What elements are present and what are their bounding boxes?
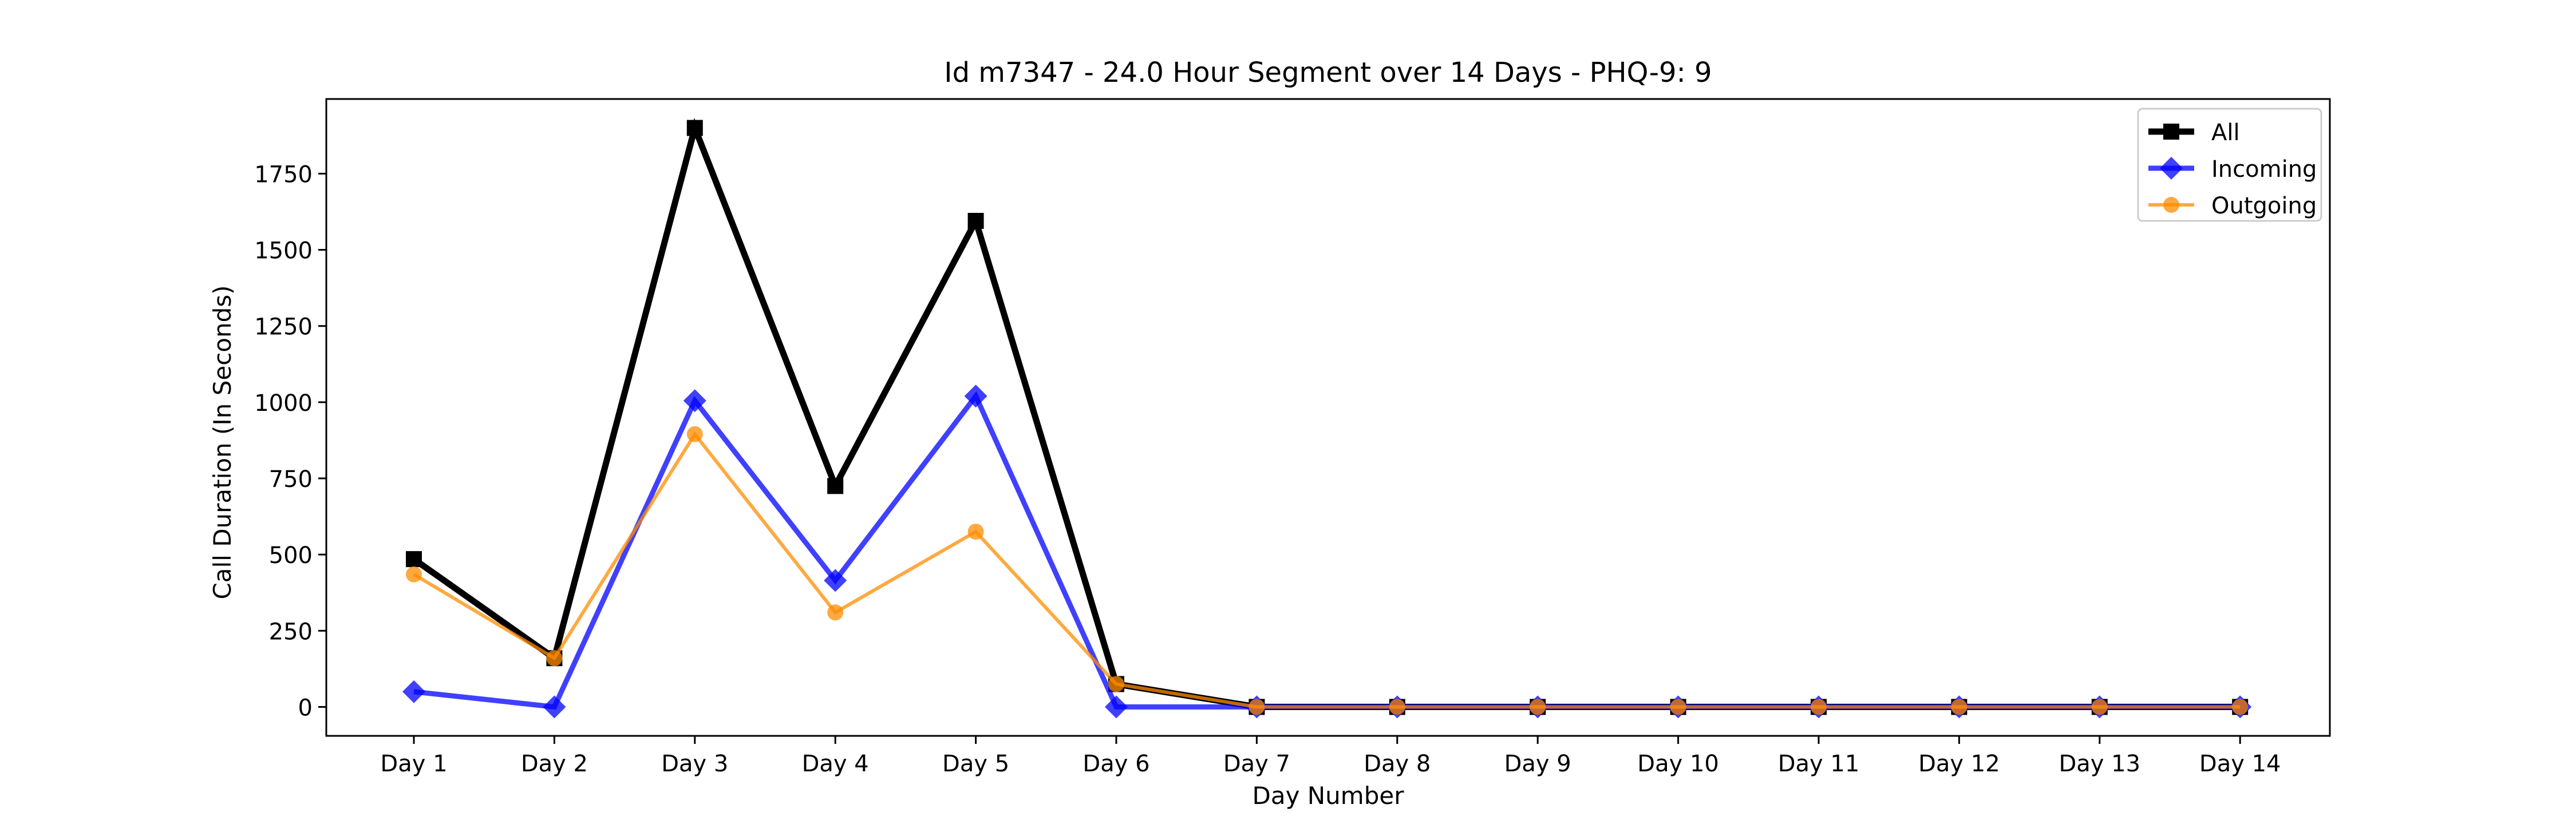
legend-box xyxy=(2137,108,2322,222)
data-point-incoming xyxy=(1105,695,1128,719)
data-point-incoming xyxy=(683,389,706,413)
axis-ticks: 0 250 500 750 1000 1250 1500 1750 Day 1 Day 2 Day … xyxy=(254,161,2281,777)
x-tick-label: Day 11 xyxy=(1778,751,1860,777)
series-layer xyxy=(402,117,2252,719)
plot-area-frame xyxy=(325,98,2331,737)
data-point-outgoing xyxy=(546,650,563,667)
y-axis-label: Call Duration (In Seconds) xyxy=(208,285,236,599)
y-tick-label: 500 xyxy=(269,542,313,569)
legend-marker-incoming xyxy=(2160,157,2183,180)
y-tick-label: 750 xyxy=(269,466,313,493)
legend-entry-incoming: Incoming xyxy=(2148,156,2317,183)
data-point-outgoing xyxy=(2232,699,2249,715)
y-tick-label: 1500 xyxy=(254,238,313,264)
x-tick-label: Day 4 xyxy=(802,751,869,777)
x-tick-label: Day 13 xyxy=(2059,751,2140,777)
y-tick-label: 1750 xyxy=(254,161,313,188)
data-point-outgoing xyxy=(827,604,844,621)
legend-label-all: All xyxy=(2211,120,2240,146)
x-tick-label: Day 2 xyxy=(521,751,588,777)
legend-entry-all: All xyxy=(2148,120,2240,146)
x-tick-label: Day 7 xyxy=(1223,751,1290,777)
x-tick-label: Day 14 xyxy=(2199,751,2281,777)
data-point-incoming xyxy=(402,680,425,703)
x-axis-label: Day Number xyxy=(1252,782,1404,810)
data-point-incoming xyxy=(543,695,566,719)
data-point-outgoing xyxy=(686,426,703,442)
x-tick-label: Day 8 xyxy=(1364,751,1431,777)
data-point-incoming xyxy=(824,569,847,592)
data-point-outgoing xyxy=(1670,699,1686,715)
data-point-outgoing xyxy=(1530,699,1546,715)
data-point-all xyxy=(406,551,422,568)
legend-label-outgoing: Outgoing xyxy=(2211,193,2317,219)
x-tick-label: Day 5 xyxy=(942,751,1009,777)
data-point-outgoing xyxy=(1951,699,1967,715)
y-tick-label: 250 xyxy=(269,619,313,645)
legend-marker-outgoing xyxy=(2163,197,2179,213)
x-tick-label: Day 10 xyxy=(1637,751,1719,777)
data-point-outgoing xyxy=(1108,676,1124,692)
data-point-outgoing xyxy=(967,524,984,540)
data-point-outgoing xyxy=(1249,699,1265,715)
series-line-outgoing xyxy=(413,431,2241,709)
data-point-all xyxy=(967,213,984,229)
data-point-incoming xyxy=(964,385,987,408)
chart-title: Id m7347 - 24.0 Hour Segment over 14 Day… xyxy=(944,57,1712,89)
x-tick-label: Day 9 xyxy=(1504,751,1571,777)
legend-entry-outgoing: Outgoing xyxy=(2148,193,2317,219)
data-point-outgoing xyxy=(1389,699,1405,715)
series-outgoing xyxy=(406,426,2249,715)
data-point-outgoing xyxy=(1811,699,1827,715)
legend-label-incoming: Incoming xyxy=(2211,156,2317,183)
y-tick-label: 0 xyxy=(298,695,313,721)
y-tick-label: 1250 xyxy=(254,314,313,340)
data-point-outgoing xyxy=(406,566,422,583)
x-tick-label: Day 6 xyxy=(1082,751,1149,777)
data-point-all xyxy=(686,120,703,136)
x-tick-label: Day 3 xyxy=(661,751,728,777)
x-tick-label: Day 12 xyxy=(1918,751,2000,777)
y-tick-label: 1000 xyxy=(254,390,313,417)
data-point-outgoing xyxy=(2091,699,2108,715)
legend-marker-all xyxy=(2163,124,2179,140)
x-tick-label: Day 1 xyxy=(380,751,447,777)
legend: All Incoming Outgoing xyxy=(2137,108,2322,222)
data-point-all xyxy=(827,478,844,494)
